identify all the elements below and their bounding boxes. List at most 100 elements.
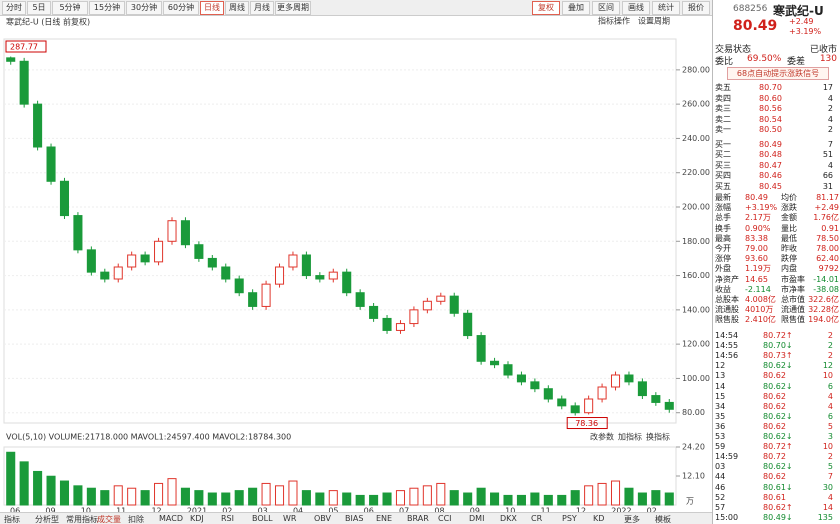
tool-button[interactable]: 区间	[592, 1, 620, 15]
candle-body	[6, 57, 16, 62]
change-pct: +3.19%	[789, 27, 822, 36]
x-tick-label: 02	[222, 507, 232, 513]
candle-body	[59, 180, 70, 217]
candle-body	[463, 312, 473, 337]
period-button[interactable]: 5日	[27, 1, 51, 15]
volume-bar	[597, 482, 607, 506]
order-label: 卖五	[715, 83, 731, 92]
indicator-tab[interactable]: DKX	[500, 514, 517, 523]
volume-bar	[342, 492, 352, 506]
candle-body	[436, 295, 446, 302]
volume-bar	[436, 482, 446, 506]
stat-row: 流通股 4010万 流通值 32.28亿	[715, 304, 839, 315]
tick-price: 80.62	[763, 472, 786, 482]
tick-price: 80.62↓	[763, 411, 793, 421]
tool-button[interactable]: 画线	[622, 1, 650, 15]
stat-value: -2.114	[745, 284, 771, 294]
indicator-tab[interactable]: PSY	[562, 514, 577, 523]
plot-border	[3, 38, 677, 424]
indicator-tab[interactable]: 指标	[4, 515, 20, 524]
period-button[interactable]: 15分钟	[89, 1, 125, 15]
x-tick-label: 10	[81, 507, 91, 513]
tick-price: 80.62	[763, 401, 786, 411]
volume-bar	[315, 492, 325, 506]
candle-body	[516, 374, 526, 383]
indicator-tab[interactable]: 分析型	[35, 515, 59, 524]
tick-price: 80.73↑	[763, 351, 793, 361]
indicator-tab[interactable]: BRAR	[407, 514, 429, 523]
tick-time: 14:56	[715, 351, 739, 361]
volume-bar	[584, 485, 594, 506]
tick-row: 57 80.62↑ 14	[715, 502, 839, 513]
indicator-tabs: 指标 分析型 常用指标 成交量 扣除 MACD KDJ RSI BOLL WR OBV BIAS ENE…	[0, 512, 712, 524]
indicator-tab[interactable]: 常用指标	[66, 515, 98, 524]
signal-button[interactable]: 68点自动提示涨跌信号	[727, 67, 829, 80]
indicator-tab[interactable]: KDJ	[190, 514, 204, 523]
order-row: 买二 80.48 51	[715, 149, 839, 160]
period-button[interactable]: 更多周期	[275, 1, 311, 15]
stat-label: 跌停	[781, 254, 797, 264]
period-button[interactable]: 月线	[250, 1, 274, 15]
x-tick-label: 08	[434, 507, 444, 513]
candle-body	[328, 271, 338, 280]
stat-row: 总手 2.17万 金额 1.76亿	[715, 212, 839, 223]
volume-bar	[221, 492, 231, 506]
chart: 寒武纪-U (日线 前复权) 指标操作 设置周期 80.00 100.00 120.00 1…	[3, 16, 710, 513]
indicator-tab[interactable]: WR	[283, 514, 297, 523]
candle-body	[530, 381, 540, 390]
period-button[interactable]: 分时	[2, 1, 26, 15]
period-button[interactable]: 5分钟	[52, 1, 88, 15]
period-button[interactable]: 30分钟	[126, 1, 162, 15]
tick-volume: 4	[827, 391, 833, 401]
tick-price: 80.62↓	[763, 361, 793, 371]
stat-label: 换手	[715, 223, 731, 233]
stat-value: 1.19万	[745, 264, 771, 274]
indicator-tab[interactable]: 成交量	[97, 515, 121, 524]
volume-bar	[127, 487, 137, 506]
x-tick-label: 10	[505, 507, 515, 513]
x-tick-label: 09	[45, 507, 55, 513]
candle-body	[127, 254, 137, 268]
order-row: 卖四 80.60 4	[715, 93, 839, 104]
indicator-tab[interactable]: OBV	[314, 514, 332, 523]
indicator-tab[interactable]: 模板	[655, 515, 671, 524]
candle-body	[194, 244, 204, 259]
tick-time: 36	[715, 421, 726, 431]
period-button[interactable]: 周线	[225, 1, 249, 15]
candle-body	[476, 335, 486, 362]
tool-button[interactable]: 叠加	[562, 1, 590, 15]
tool-button[interactable]: 统计	[652, 1, 680, 15]
order-volume: 7	[827, 139, 833, 149]
order-row: 卖二 80.54 4	[715, 114, 839, 125]
indicator-tab[interactable]: RSI	[221, 514, 234, 523]
last-price: 80.49	[733, 18, 778, 34]
indicator-tab[interactable]: 更多	[624, 515, 640, 524]
candle-body	[167, 220, 177, 242]
stat-row: 最新 80.49 均价 81.17	[715, 192, 839, 203]
indicator-tab[interactable]: MACD	[159, 514, 183, 523]
indicator-tab[interactable]: BIAS	[345, 514, 364, 523]
indicator-tab[interactable]: 扣除	[128, 515, 144, 524]
indicator-tab[interactable]: ENE	[376, 514, 393, 523]
tick-row: 53 80.62↓ 3	[715, 431, 839, 442]
indicator-tab[interactable]: KD	[593, 514, 605, 523]
x-tick-label: 06	[364, 507, 374, 513]
volume-bar	[100, 490, 110, 506]
x-tick-label: 2022	[611, 507, 631, 513]
tool-button[interactable]: 复权	[532, 1, 560, 15]
volume-bar	[409, 487, 419, 506]
stat-label: 涨幅	[715, 203, 731, 213]
indicator-tab[interactable]: BOLL	[252, 514, 273, 523]
order-row: 卖五 80.70 17	[715, 82, 839, 93]
indicator-tab[interactable]: CCI	[438, 514, 452, 523]
indicator-tab[interactable]: DMI	[469, 514, 485, 523]
chart-menu: 指标操作	[598, 16, 630, 26]
stat-row: 收益 -2.114 市净率 -38.08	[715, 284, 839, 295]
period-button[interactable]: 日线	[200, 1, 224, 15]
order-label: 卖二	[715, 114, 731, 124]
period-button[interactable]: 60分钟	[163, 1, 199, 15]
indicator-tab[interactable]: CR	[531, 514, 543, 523]
order-label: 买二	[715, 150, 731, 159]
tool-button[interactable]: 报价	[682, 1, 710, 15]
volume-bar	[301, 490, 311, 506]
